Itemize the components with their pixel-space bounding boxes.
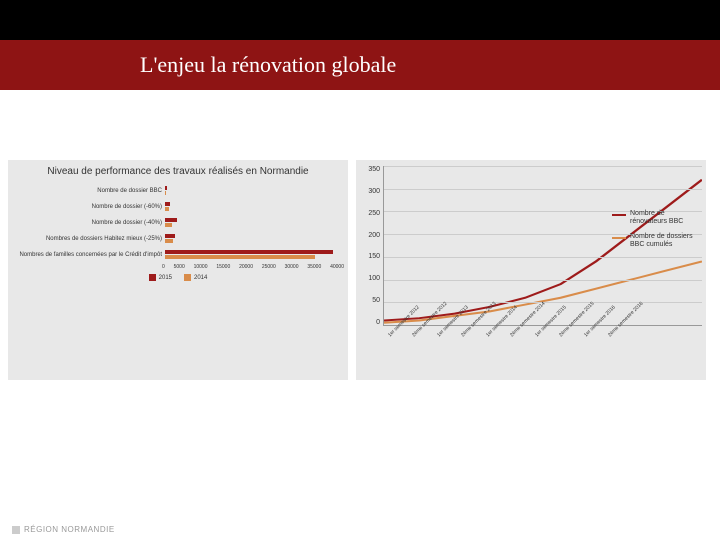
hbar-2015 bbox=[165, 250, 333, 254]
legend-2015: 2015 bbox=[159, 275, 172, 281]
hbar-row: Nombre de dossier (-40%) bbox=[12, 216, 342, 230]
footer-text: RÉGION NORMANDIE bbox=[24, 525, 115, 534]
left-chart-panel: Niveau de performance des travaux réalis… bbox=[8, 160, 348, 380]
line-legend: Nombre de rénovateurs BBC Nombre de dossi… bbox=[612, 210, 702, 256]
legend-item: Nombre de rénovateurs BBC bbox=[612, 210, 702, 227]
hbar-xaxis: 0500010000150002000025000300003500040000 bbox=[162, 262, 344, 270]
title-bar: L'enjeu la rénovation globale bbox=[0, 40, 720, 90]
hbar-row: Nombre de dossier (-60%) bbox=[12, 200, 342, 214]
hbar-legend: 2015 2014 bbox=[12, 274, 344, 281]
hbar-label: Nombre de dossier (-40%) bbox=[12, 220, 165, 226]
legend-2014: 2014 bbox=[194, 275, 207, 281]
footer-logo-box bbox=[12, 526, 20, 534]
legend-item: Nombre de dossiers BBC cumulés bbox=[612, 233, 702, 250]
hbar-label: Nombres de familles concernées par le Cr… bbox=[12, 252, 165, 258]
hbar-chart: Nombre de dossier BBC Nombre de dossier (… bbox=[12, 184, 344, 262]
hbar-2014 bbox=[165, 191, 166, 195]
content-row: Niveau de performance des travaux réalis… bbox=[0, 160, 720, 380]
hbar-row: Nombres de dossiers Habitez mieux (-25%) bbox=[12, 232, 342, 246]
page-title: L'enjeu la rénovation globale bbox=[140, 52, 396, 78]
hbar-2014 bbox=[165, 255, 315, 259]
hbar-2014 bbox=[165, 223, 172, 227]
hbar-2014 bbox=[165, 239, 173, 243]
footer-brand: RÉGION NORMANDIE bbox=[12, 525, 115, 534]
hbar-2015 bbox=[165, 186, 167, 190]
hbar-2014 bbox=[165, 207, 169, 211]
hbar-2015 bbox=[165, 218, 177, 222]
top-black-bar bbox=[0, 0, 720, 40]
hbar-2015 bbox=[165, 202, 170, 206]
right-chart-panel: 350300250200150100500 Nombre de rénovate… bbox=[356, 160, 706, 380]
hbar-label: Nombre de dossier BBC bbox=[12, 188, 165, 194]
hbar-row: Nombres de familles concernées par le Cr… bbox=[12, 248, 342, 262]
hbar-row: Nombre de dossier BBC bbox=[12, 184, 342, 198]
hbar-label: Nombres de dossiers Habitez mieux (-25%) bbox=[12, 236, 165, 242]
hbar-2015 bbox=[165, 234, 175, 238]
line-xaxis: 1er semestre 20122ème semestre 20121er s… bbox=[383, 326, 702, 368]
left-chart-title: Niveau de performance des travaux réalis… bbox=[12, 166, 344, 178]
line-yaxis: 350300250200150100500 bbox=[360, 166, 383, 326]
hbar-label: Nombre de dossier (-60%) bbox=[12, 204, 165, 210]
